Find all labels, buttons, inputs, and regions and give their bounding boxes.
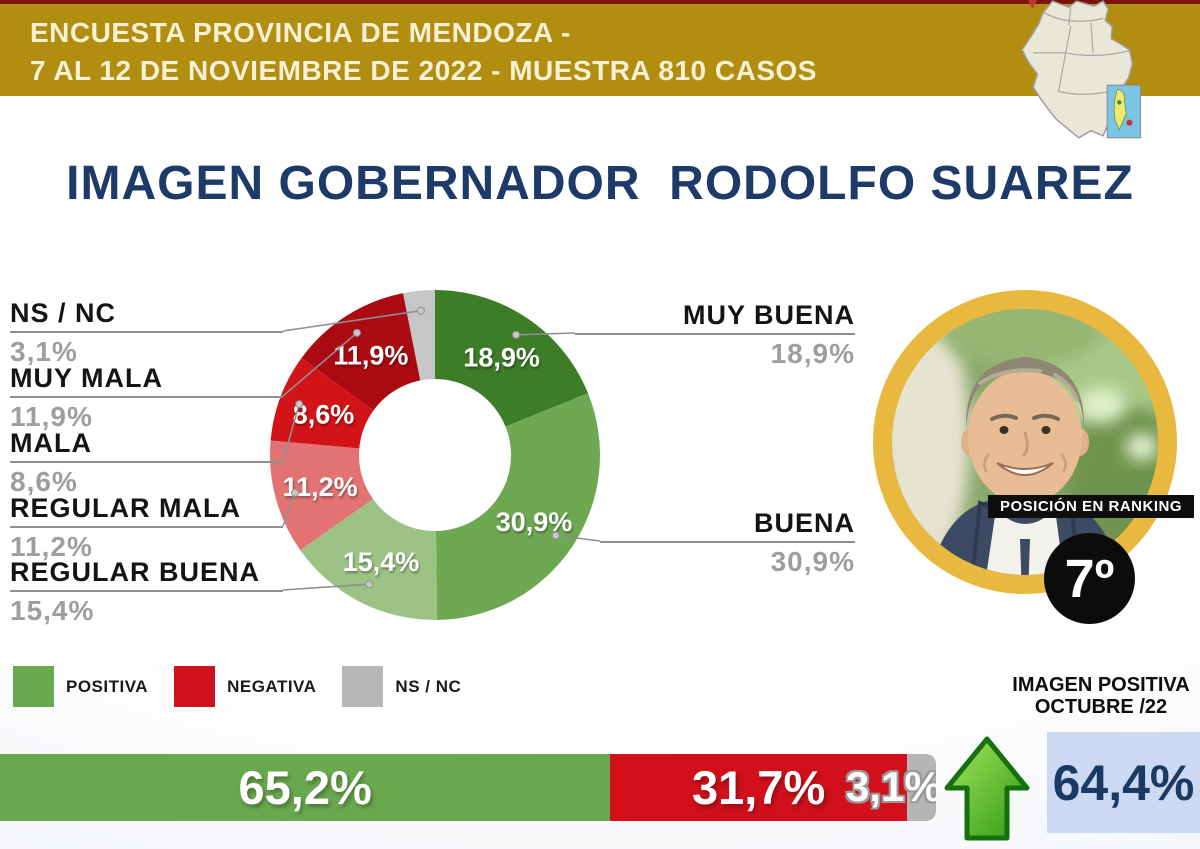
callout-value: 18,9% <box>770 338 855 369</box>
callout-label: MALA <box>10 428 283 463</box>
callout-value: 3,1% <box>10 336 78 367</box>
legend-label: NS / NC <box>395 676 462 696</box>
leader-dot <box>352 328 361 337</box>
summary-stacked-bar: 65,2% 31,7% 3,1% <box>0 754 936 821</box>
leader-dot <box>291 488 300 497</box>
callout-ns-nc: NS / NC 3,1% <box>10 298 283 368</box>
donut-slice-muy-mala <box>301 293 421 411</box>
donut-slice-ns-nc <box>403 290 435 381</box>
donut-slice-value: 11,9% <box>333 341 408 371</box>
legend-label: POSITIVA <box>66 676 149 696</box>
leader-line <box>282 492 296 527</box>
donut-slice-regular-mala <box>270 440 373 551</box>
page-title: IMAGEN GOBERNADOR RODOLFO SUAREZ <box>66 157 1134 210</box>
top-strip <box>0 0 1200 4</box>
callout-regular-buena: REGULAR BUENA 15,4% <box>10 557 283 627</box>
callout-label: BUENA <box>600 508 855 543</box>
legend-item-positiva: POSITIVA <box>13 666 148 707</box>
leader-dot <box>512 330 521 339</box>
legend: POSITIVA NEGATIVA NS / NC <box>13 666 487 707</box>
leader-line <box>282 332 358 397</box>
ranking-badge: 7º <box>1044 533 1135 624</box>
previous-value: 64,4% <box>1052 754 1195 811</box>
leader-line <box>282 309 422 332</box>
callout-mala: MALA 8,6% <box>10 428 283 498</box>
previous-heading-line1: IMAGEN POSITIVA <box>1012 674 1190 696</box>
leader-line <box>282 403 300 462</box>
mendoza-map <box>1021 0 1142 139</box>
callout-value: 30,9% <box>770 546 855 577</box>
donut-slice-value: 30,9% <box>496 507 573 537</box>
argentina-inset-map <box>1106 84 1142 139</box>
ranking-caption: POSICIÓN EN RANKING <box>988 495 1194 518</box>
legend-swatch-negativa <box>174 666 216 707</box>
header-line-2: 7 AL 12 DE NOVIEMBRE DE 2022 - MUESTRA 8… <box>30 55 817 86</box>
callout-regular-mala: REGULAR MALA 11,2% <box>10 493 283 563</box>
callout-value: 11,9% <box>10 401 93 432</box>
department-borders <box>1033 7 1130 95</box>
legend-swatch-ns-nc <box>342 666 384 707</box>
legend-item-ns-nc: NS / NC <box>342 666 461 707</box>
leader-line <box>282 583 370 591</box>
bar-segment-value: 65,2% <box>238 761 372 814</box>
bar-segment-value: 3,1% <box>846 763 936 810</box>
donut-slice-mala <box>270 358 374 449</box>
leader-line <box>516 332 576 336</box>
callout-muy-mala: MUY MALA 11,9% <box>10 363 283 433</box>
callout-value: 8,6% <box>10 466 78 497</box>
bar-segment-value: 31,7% <box>691 761 826 814</box>
donut-slice-regular-buena <box>300 498 438 620</box>
callout-value: 11,2% <box>10 531 93 562</box>
callout-muy-buena: MUY BUENA 18,9% <box>575 300 855 370</box>
leader-dot <box>295 400 304 409</box>
previous-heading-line2: OCTUBRE /22 <box>1034 696 1168 718</box>
donut-slice-buena <box>435 393 600 620</box>
leader-line <box>555 534 601 542</box>
donut-slice-value: 15,4% <box>343 547 420 577</box>
callout-label: REGULAR MALA <box>10 493 283 528</box>
leader-dot <box>365 580 374 589</box>
callout-value: 15,4% <box>10 595 95 626</box>
header-banner: ENCUESTA PROVINCIA DE MENDOZA - 7 AL 12 … <box>0 4 1200 96</box>
legend-label: NEGATIVA <box>227 676 317 696</box>
trend-up-arrow-icon <box>944 736 1030 841</box>
map-north-marker <box>1028 0 1038 10</box>
bar-segment-positiva: 65,2% <box>0 754 611 821</box>
leader-dot <box>551 531 560 540</box>
previous-heading: IMAGEN POSITIVA OCTUBRE /22 <box>1002 674 1200 718</box>
callout-label: MUY MALA <box>10 363 283 398</box>
bar-segment-ns-nc <box>906 754 936 821</box>
header-line-1: ENCUESTA PROVINCIA DE MENDOZA - <box>30 17 571 48</box>
donut-slice-value: 8,6% <box>293 399 355 429</box>
ranking-value: 7º <box>1064 548 1115 609</box>
legend-swatch-positiva <box>13 666 54 707</box>
governor-face <box>961 357 1089 509</box>
legend-item-negativa: NEGATIVA <box>174 666 316 707</box>
donut-slice-value: 11,2% <box>283 472 358 502</box>
callout-label: NS / NC <box>10 298 283 333</box>
donut-slice-value: 18,9% <box>463 342 540 372</box>
leader-dot <box>416 306 425 315</box>
previous-value-box: 64,4% <box>1047 732 1200 833</box>
callout-buena: BUENA 30,9% <box>600 508 855 578</box>
callout-label: MUY BUENA <box>575 300 855 335</box>
donut-slice-muy-buena <box>435 290 589 427</box>
callout-label: REGULAR BUENA <box>10 557 283 592</box>
bar-segment-negativa: 31,7% <box>610 754 907 821</box>
governor-photo <box>873 290 1177 594</box>
